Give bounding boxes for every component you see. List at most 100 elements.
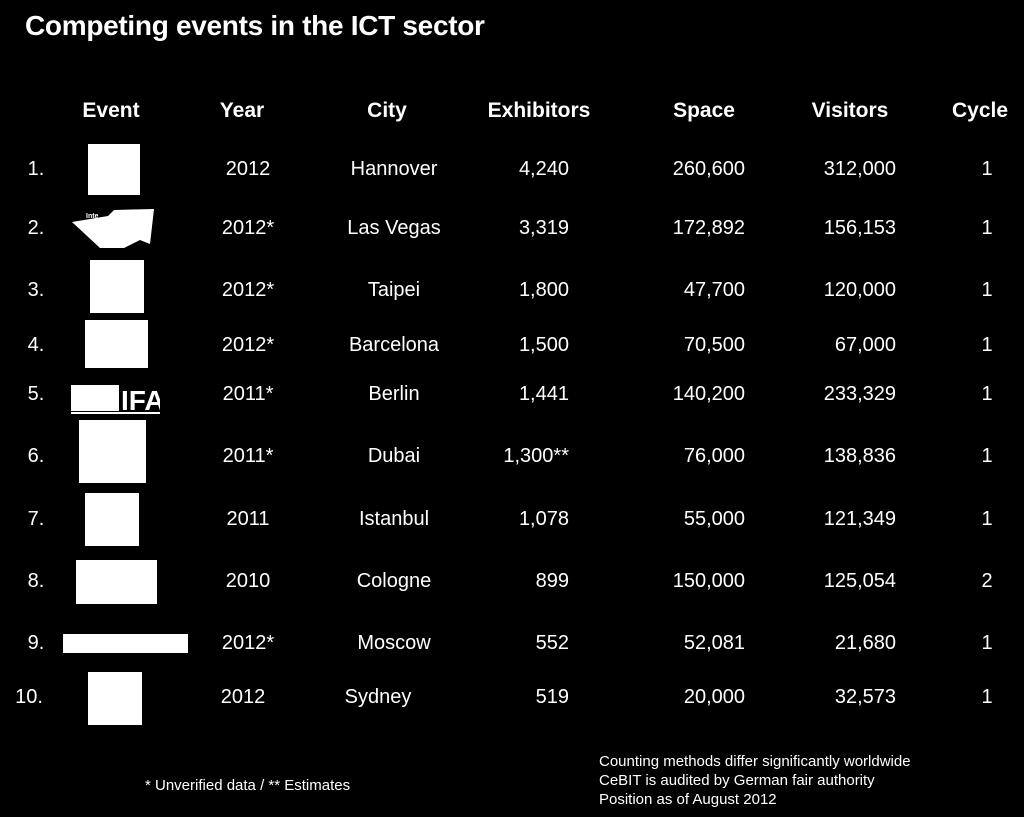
cell-cycle: 1 (981, 383, 993, 405)
cell-rank: 10. (15, 686, 43, 708)
cell-city: Berlin (368, 383, 420, 405)
event-logo-2: Inte (70, 204, 156, 250)
cell-city: Sydney (344, 686, 412, 708)
cell-space: 172,892 (672, 217, 745, 239)
header-space: Space (673, 99, 735, 122)
event-logo-7 (85, 493, 139, 546)
cell-city: Cologne (356, 570, 432, 592)
cell-cycle: 1 (981, 334, 993, 356)
table-row: 7. 2011 Istanbul 1,078 55,000 121,349 1 (0, 508, 1024, 538)
event-logo-4 (85, 320, 148, 368)
cell-year: 2012* (221, 632, 275, 654)
table-row: 10. 2012 Sydney 519 20,000 32,573 1 (0, 686, 1024, 716)
event-logo-9 (63, 634, 188, 653)
cell-cycle: 1 (981, 158, 993, 180)
table-row: 9. 2012* Moscow 552 52,081 21,680 1 (0, 632, 1024, 662)
cell-year: 2012 (225, 158, 271, 180)
cell-city: Moscow (357, 632, 431, 654)
cell-rank: 7. (27, 508, 45, 530)
cell-space: 70,500 (683, 334, 745, 356)
cell-rank: 1. (27, 158, 45, 180)
cell-exhibitors: 1,300** (503, 445, 569, 467)
cell-space: 55,000 (683, 508, 745, 530)
cell-cycle: 1 (981, 445, 993, 467)
page-title: Competing events in the ICT sector (25, 10, 485, 41)
cell-exhibitors: 899 (535, 570, 569, 592)
cell-exhibitors: 1,078 (518, 508, 569, 530)
ifa-logo-text: IFA (121, 385, 160, 415)
cell-cycle: 1 (981, 217, 993, 239)
cell-city: Dubai (367, 445, 421, 467)
cell-city: Barcelona (348, 334, 440, 356)
cell-visitors: 67,000 (834, 334, 896, 356)
header-event: Event (82, 99, 140, 122)
event-logo-1 (88, 144, 140, 195)
cell-space: 260,600 (672, 158, 745, 180)
cell-visitors: 156,153 (823, 217, 896, 239)
cell-visitors: 138,836 (823, 445, 896, 467)
cell-year: 2011* (222, 445, 274, 467)
cell-space: 20,000 (683, 686, 745, 708)
table-row: 6. 2011* Dubai 1,300** 76,000 138,836 1 (0, 445, 1024, 475)
cell-visitors: 120,000 (823, 279, 896, 301)
cell-year: 2011* (222, 383, 274, 405)
table-row: 8. 2010 Cologne 899 150,000 125,054 2 (0, 570, 1024, 600)
footnote: * Unverified data / ** Estimates (145, 777, 351, 794)
cell-rank: 6. (27, 445, 45, 467)
cell-visitors: 121,349 (823, 508, 896, 530)
event-logo-10 (88, 672, 142, 725)
cell-rank: 9. (27, 632, 45, 654)
cell-cycle: 2 (981, 570, 993, 592)
notes: Counting methods differ significantly wo… (599, 752, 911, 809)
cell-city: Istanbul (358, 508, 430, 530)
cell-space: 150,000 (672, 570, 745, 592)
event-logo-8 (76, 560, 157, 604)
cell-cycle: 1 (981, 279, 993, 301)
cell-exhibitors: 1,800 (518, 279, 569, 301)
cell-rank: 2. (27, 217, 45, 239)
cell-cycle: 1 (981, 686, 993, 708)
cell-exhibitors: 1,500 (518, 334, 569, 356)
cell-year: 2012* (221, 334, 275, 356)
ces-logo-text: Inte (86, 213, 99, 220)
cell-rank: 3. (27, 279, 45, 301)
note-line: Counting methods differ significantly wo… (599, 753, 911, 770)
cell-visitors: 233,329 (823, 383, 896, 405)
table-row: 3. 2012* Taipei 1,800 47,700 120,000 1 (0, 279, 1024, 309)
cell-city: Hannover (350, 158, 438, 180)
table-row: 5. 2011* Berlin 1,441 140,200 233,329 1 (0, 383, 1024, 413)
cell-exhibitors: 1,441 (518, 383, 569, 405)
cell-space: 76,000 (683, 445, 745, 467)
note-line: CeBIT is audited by German fair authorit… (599, 772, 875, 789)
cell-rank: 5. (27, 383, 45, 405)
cell-exhibitors: 519 (535, 686, 569, 708)
cell-year: 2011 (226, 508, 270, 530)
cell-visitors: 32,573 (834, 686, 896, 708)
header-visitors: Visitors (811, 99, 889, 122)
cell-city: Taipei (367, 279, 421, 301)
cell-space: 47,700 (683, 279, 745, 301)
cell-visitors: 21,680 (834, 632, 896, 654)
cell-year: 2012 (220, 686, 266, 708)
cell-year: 2012* (221, 217, 275, 239)
cell-space: 140,200 (672, 383, 745, 405)
cell-exhibitors: 3,319 (518, 217, 569, 239)
header-cycle: Cycle (951, 99, 1009, 122)
header-city: City (367, 99, 407, 122)
cell-year: 2012* (221, 279, 275, 301)
table-row: 1. 2012 Hannover 4,240 260,600 312,000 1 (0, 158, 1024, 188)
event-logo-5: IFA (71, 383, 165, 416)
cell-year: 2010 (225, 570, 271, 592)
cell-space: 52,081 (683, 632, 745, 654)
cell-cycle: 1 (981, 632, 993, 654)
cell-visitors: 125,054 (823, 570, 896, 592)
event-logo-3 (90, 260, 144, 313)
cell-cycle: 1 (981, 508, 993, 530)
header-year: Year (219, 99, 265, 122)
header-exhibitors: Exhibitors (487, 99, 591, 122)
table-row: 2. 2012* Las Vegas 3,319 172,892 156,153 1 (0, 217, 1024, 247)
cell-rank: 8. (27, 570, 45, 592)
cell-exhibitors: 4,240 (518, 158, 569, 180)
table-row: 4. 2012* Barcelona 1,500 70,500 67,000 1 (0, 334, 1024, 364)
cell-city: Las Vegas (347, 217, 441, 239)
